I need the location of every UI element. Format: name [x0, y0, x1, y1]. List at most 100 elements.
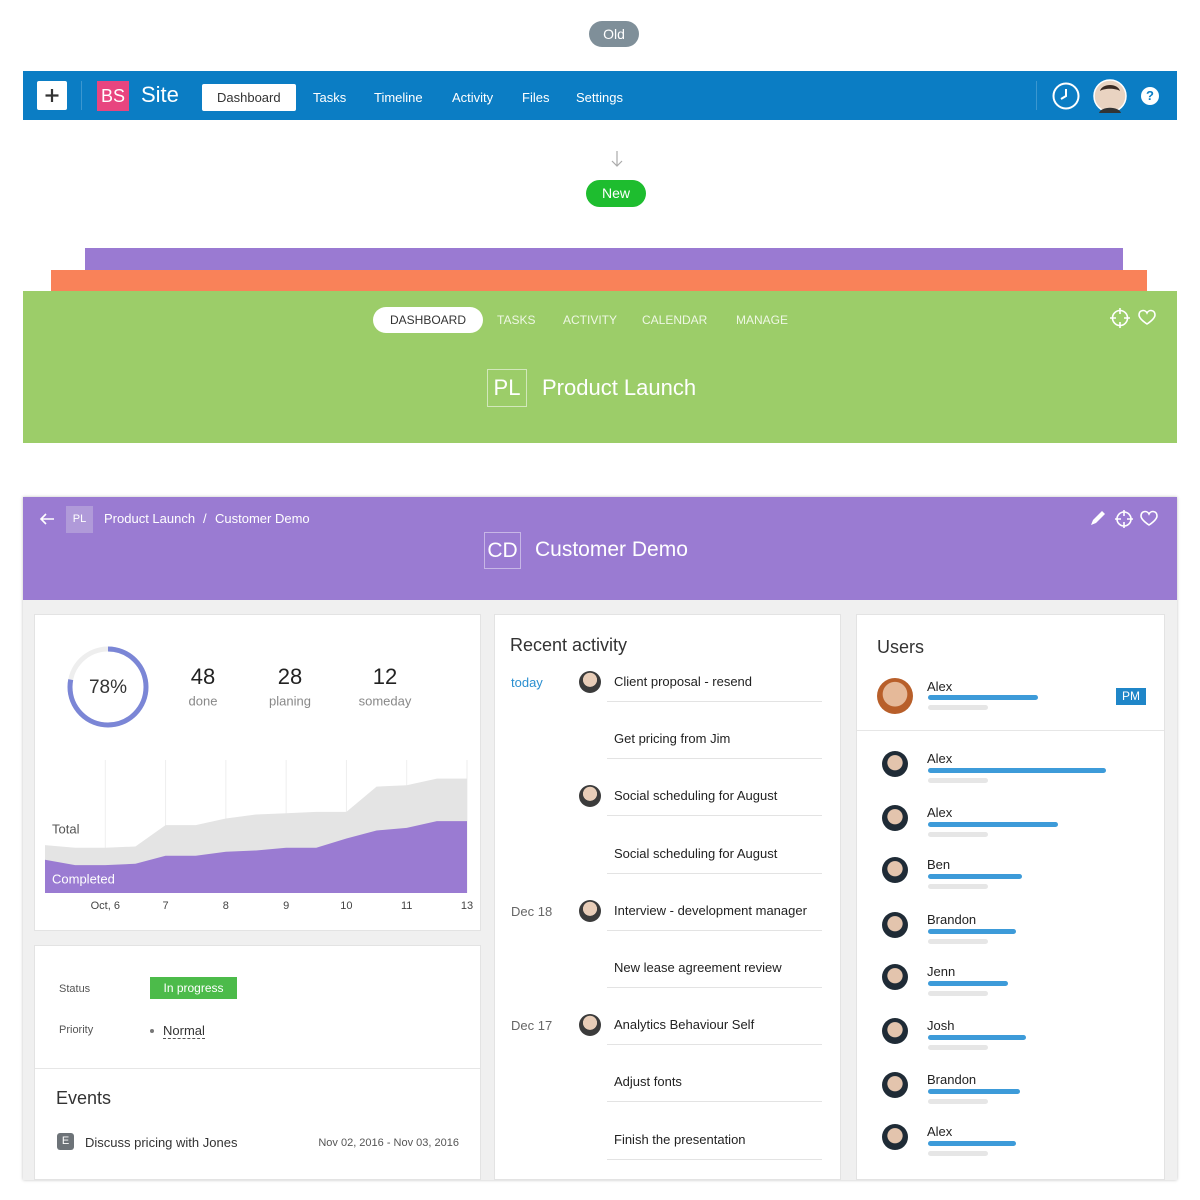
priority-dot — [150, 1029, 154, 1033]
user-avatar — [882, 1124, 908, 1150]
progress-bar — [928, 695, 1038, 700]
event-title[interactable]: Discuss pricing with Jones — [85, 1135, 238, 1150]
details-card: Status In progress Priority Normal Event… — [34, 945, 481, 1180]
site-logo[interactable]: BS — [97, 81, 129, 111]
progress-bar — [928, 1141, 1016, 1146]
project-tab[interactable]: MANAGE — [736, 313, 789, 327]
progress-track — [928, 1151, 988, 1156]
header-icons[interactable] — [1109, 307, 1169, 331]
site-name[interactable]: Site — [141, 82, 179, 107]
clock-icon[interactable] — [1051, 81, 1081, 111]
user-name[interactable]: Ben — [927, 857, 951, 872]
activity-item[interactable]: Get pricing from Jim — [614, 731, 731, 747]
separator — [607, 872, 822, 874]
progress-bar — [928, 822, 1058, 827]
user-avatar — [877, 678, 913, 714]
user-avatar — [882, 964, 908, 990]
down-arrow — [611, 151, 623, 167]
activity-item[interactable]: Adjust fonts — [614, 1074, 682, 1090]
activity-card: Recent activity today Client proposal - r… — [494, 614, 841, 1180]
user-name[interactable]: Alex — [927, 679, 953, 694]
users-title: Users — [877, 637, 925, 657]
priority-value[interactable]: Normal — [163, 1023, 205, 1039]
progress-track — [928, 991, 988, 996]
user-name[interactable]: Josh — [927, 1018, 955, 1033]
task-initials: CD — [484, 532, 521, 569]
nav-tab[interactable]: Tasks — [313, 90, 347, 105]
separator — [607, 815, 822, 817]
progress-track — [928, 1099, 988, 1104]
project-tab[interactable]: TASKS — [497, 313, 536, 327]
old-pill: Old — [589, 21, 639, 47]
breadcrumb-link[interactable]: Product Launch — [104, 511, 196, 526]
separator — [607, 1158, 822, 1160]
stats-card — [34, 614, 481, 931]
divider — [857, 730, 1164, 731]
back-arrow[interactable] — [38, 511, 58, 527]
priority-label: Priority — [59, 1024, 94, 1036]
status-label: Status — [59, 983, 91, 995]
user-name[interactable]: Alex — [927, 805, 953, 820]
activity-item[interactable]: New lease agreement review — [614, 960, 782, 975]
user-name[interactable]: Jenn — [927, 964, 956, 979]
task-frame: PL Product Launch / Customer Demo CD Cus… — [23, 497, 1177, 1180]
project-tab[interactable]: DASHBOARD — [373, 307, 484, 333]
activity-avatar — [579, 1014, 601, 1037]
activity-item[interactable]: Client proposal - resend — [614, 674, 753, 689]
activity-item[interactable]: Interview - development manager — [614, 902, 807, 918]
project-title: Product Launch — [542, 375, 697, 400]
activity-item[interactable]: Finish the presentation — [614, 1131, 746, 1147]
activity-date: Dec 17 — [511, 1018, 553, 1034]
user-name[interactable]: Alex — [927, 751, 953, 766]
task-icons[interactable] — [1087, 508, 1167, 530]
layer-purple — [85, 248, 1123, 272]
activity-avatar — [579, 671, 601, 693]
progress-bar — [928, 981, 1008, 986]
nav-tab[interactable]: Settings — [576, 90, 623, 105]
activity-title: Recent activity — [510, 635, 628, 655]
task-title: Customer Demo — [535, 538, 688, 561]
user-avatar — [882, 912, 908, 938]
project-tab[interactable]: ACTIVITY — [563, 313, 618, 327]
activity-date: today — [511, 675, 543, 690]
progress-track — [928, 705, 988, 710]
help-button[interactable]: ? — [1141, 87, 1159, 105]
nav-tab[interactable]: Files — [522, 90, 550, 105]
project-initials: PL — [487, 369, 527, 407]
breadcrumb-current: Customer Demo — [215, 511, 310, 526]
user-name[interactable]: Alex — [927, 1124, 953, 1139]
old-navbar: BS Site Dashboard Tasks Timeline Activity Fi… — [23, 71, 1177, 120]
status-badge[interactable]: In progress — [150, 977, 237, 999]
nav-tab[interactable]: Dashboard — [202, 84, 296, 111]
add-button[interactable] — [37, 81, 67, 110]
users-card: Users Alex PM Alex Alex Ben Brandon Jenn Josh Br… — [856, 614, 1165, 1180]
project-tabs: DASHBOARD TASKS ACTIVITY CALENDAR MANAGE — [23, 291, 1177, 351]
user-avatar — [882, 805, 908, 831]
separator — [607, 701, 822, 702]
user-avatar[interactable] — [1093, 79, 1127, 113]
separator — [607, 1101, 822, 1103]
progress-bar — [928, 768, 1106, 773]
progress-track — [928, 884, 988, 889]
old-tabs: Dashboard Tasks Timeline Activity Files Setti… — [23, 71, 1023, 120]
progress-bar — [928, 874, 1022, 879]
progress-bar — [928, 1089, 1020, 1094]
event-dates: Nov 02, 2016 - Nov 03, 2016 — [318, 1137, 459, 1149]
project-header: DASHBOARD TASKS ACTIVITY CALENDAR MANAGE PL … — [23, 291, 1177, 443]
nav-tab[interactable]: Activity — [452, 90, 494, 105]
progress-track — [928, 832, 988, 837]
nav-tab[interactable]: Timeline — [374, 90, 423, 105]
breadcrumb-initials[interactable]: PL — [66, 506, 93, 533]
user-name[interactable]: Brandon — [927, 912, 977, 927]
task-header: PL Product Launch / Customer Demo CD Cus… — [23, 497, 1177, 600]
divider — [81, 81, 82, 110]
activity-avatar — [579, 899, 601, 922]
user-avatar — [882, 1072, 908, 1098]
activity-item[interactable]: Social scheduling for August — [614, 788, 778, 804]
user-name[interactable]: Brandon — [927, 1072, 977, 1087]
project-tab[interactable]: CALENDAR — [642, 313, 708, 327]
activity-item[interactable]: Analytics Behaviour Self — [614, 1017, 755, 1033]
activity-item[interactable]: Social scheduling for August — [614, 845, 778, 861]
role-badge: PM — [1116, 688, 1146, 705]
